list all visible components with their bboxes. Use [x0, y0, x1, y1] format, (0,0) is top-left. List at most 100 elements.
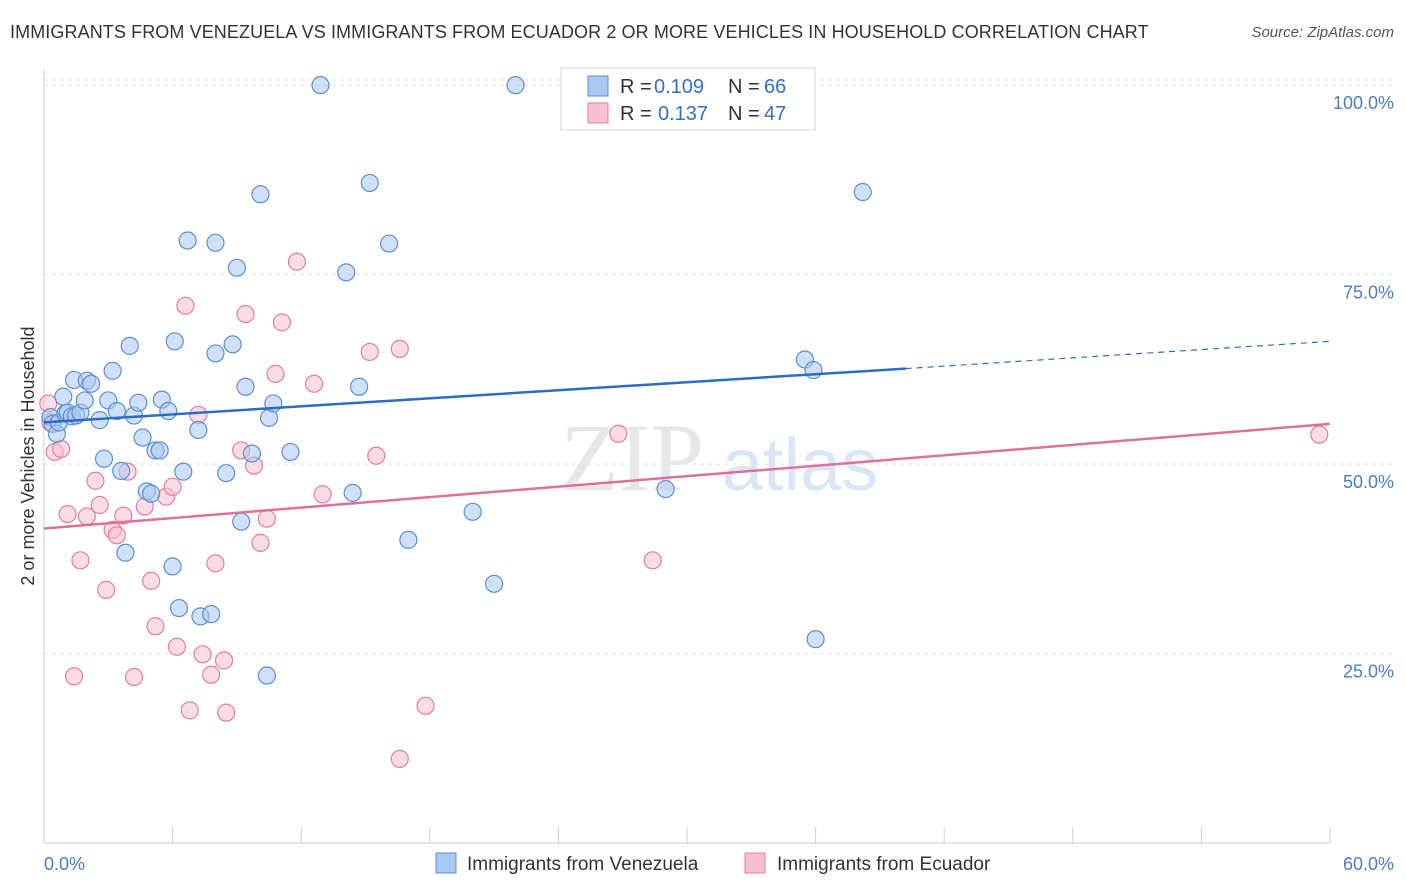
y-tick-label-0: 25.0%	[1343, 662, 1394, 682]
point-venezuela-11	[75, 391, 94, 410]
grid-lines	[44, 79, 1394, 655]
x-tick-label-min: 0.0%	[44, 854, 85, 874]
point-venezuela-24	[133, 428, 152, 447]
point-ecuador-31	[236, 304, 255, 324]
point-ecuador-36	[272, 313, 292, 332]
point-venezuela-43	[227, 258, 246, 277]
point-ecuador-24	[189, 405, 208, 424]
point-venezuela-32	[165, 332, 184, 351]
point-ecuador-37	[287, 252, 307, 271]
x-tick-labels: 0.0% 60.0%	[44, 854, 1394, 874]
series-venezuela-points	[41, 76, 872, 685]
bottom-legend-swatch-venezuela	[435, 852, 457, 874]
point-ecuador-45	[609, 424, 628, 443]
point-venezuela-66	[853, 182, 872, 202]
point-ecuador-3	[52, 439, 71, 459]
point-ecuador-38	[304, 374, 324, 393]
point-venezuela-31	[163, 557, 182, 576]
point-ecuador-21	[167, 637, 186, 656]
point-ecuador-4	[58, 504, 77, 524]
y-tick-label-1: 50.0%	[1343, 472, 1394, 492]
point-ecuador-41	[367, 446, 386, 465]
point-venezuela-38	[202, 605, 221, 624]
legend-r-label-venezuela: R =	[620, 76, 652, 98]
legend-n-value-venezuela: 66	[764, 76, 786, 98]
point-venezuela-36	[189, 420, 208, 440]
chart-title: IMMIGRANTS FROM VENEZUELA VS IMMIGRANTS …	[10, 22, 1149, 42]
point-venezuela-17	[103, 361, 122, 380]
point-venezuela-58	[399, 530, 418, 549]
point-ecuador-40	[360, 342, 379, 362]
point-venezuela-51	[281, 442, 300, 462]
y-tick-labels: 25.0% 50.0% 75.0% 100.0%	[1333, 93, 1394, 681]
point-venezuela-21	[120, 336, 139, 355]
point-ecuador-10	[97, 580, 116, 599]
y-tick-label-2: 75.0%	[1343, 283, 1394, 303]
point-venezuela-13	[82, 374, 101, 393]
point-ecuador-9	[90, 495, 109, 515]
bottom-legend-swatch-ecuador	[744, 852, 766, 874]
point-venezuela-15	[94, 449, 114, 468]
point-venezuela-26	[142, 484, 161, 503]
legend-r-value-ecuador: 0.137	[658, 103, 708, 125]
point-ecuador-25	[193, 645, 212, 664]
point-venezuela-62	[656, 479, 675, 499]
legend-n-value-ecuador: 47	[764, 103, 786, 125]
point-ecuador-15	[124, 667, 144, 687]
point-venezuela-40	[206, 233, 225, 252]
legend-r-label-ecuador: R =	[620, 103, 652, 125]
point-venezuela-20	[116, 543, 135, 562]
point-ecuador-34	[257, 509, 277, 528]
trend-line-venezuela-extension	[905, 340, 1331, 370]
point-venezuela-44	[232, 512, 251, 531]
point-ecuador-46	[643, 551, 662, 570]
point-ecuador-17	[142, 571, 161, 590]
point-venezuela-42	[223, 335, 242, 354]
point-venezuela-56	[360, 173, 379, 193]
x-tick-label-max: 60.0%	[1343, 854, 1394, 874]
point-venezuela-19	[112, 461, 131, 480]
point-ecuador-43	[390, 339, 409, 358]
point-ecuador-39	[313, 485, 332, 504]
point-venezuela-57	[379, 234, 399, 253]
point-venezuela-23	[129, 393, 148, 412]
point-venezuela-52	[311, 76, 330, 95]
point-ecuador-6	[71, 551, 90, 570]
point-ecuador-26	[202, 665, 221, 684]
point-venezuela-33	[169, 598, 189, 618]
point-venezuela-28	[150, 441, 169, 460]
trend-line-ecuador	[43, 422, 1331, 530]
axes	[43, 70, 1331, 844]
point-ecuador-27	[206, 554, 225, 573]
bottom-legend-label-ecuador: Immigrants from Ecuador	[777, 854, 991, 875]
point-venezuela-59	[463, 502, 482, 521]
point-venezuela-46	[242, 444, 262, 463]
point-ecuador-13	[114, 506, 133, 525]
watermark-zip: ZIP	[560, 404, 704, 511]
point-ecuador-22	[176, 296, 195, 315]
point-venezuela-47	[251, 185, 270, 204]
legend-r-value-venezuela: 0.109	[654, 76, 704, 98]
point-venezuela-4	[54, 387, 73, 406]
legend: R = 0.109 N = 66 R = 0.137 N = 47	[560, 67, 816, 131]
trend-line-venezuela	[43, 367, 906, 424]
point-venezuela-39	[206, 344, 225, 363]
source-credit: Source: ZipAtlas.com	[1251, 24, 1394, 41]
point-ecuador-5	[64, 667, 84, 686]
bottom-legend: Immigrants from Venezuela Immigrants fro…	[435, 852, 991, 875]
legend-n-label-ecuador: N =	[728, 103, 760, 125]
point-ecuador-18	[146, 617, 165, 636]
point-venezuela-61	[506, 76, 525, 95]
point-venezuela-41	[217, 464, 236, 483]
point-ecuador-20	[163, 477, 182, 496]
point-venezuela-53	[337, 263, 356, 282]
legend-n-label-venezuela: N =	[728, 76, 760, 98]
point-venezuela-30	[159, 401, 178, 421]
point-venezuela-54	[343, 483, 362, 502]
legend-swatch-ecuador	[587, 102, 609, 124]
point-ecuador-8	[86, 471, 105, 490]
point-venezuela-60	[485, 574, 504, 593]
point-venezuela-55	[349, 377, 369, 396]
point-venezuela-45	[236, 377, 255, 396]
bottom-legend-label-venezuela: Immigrants from Venezuela	[467, 854, 699, 875]
